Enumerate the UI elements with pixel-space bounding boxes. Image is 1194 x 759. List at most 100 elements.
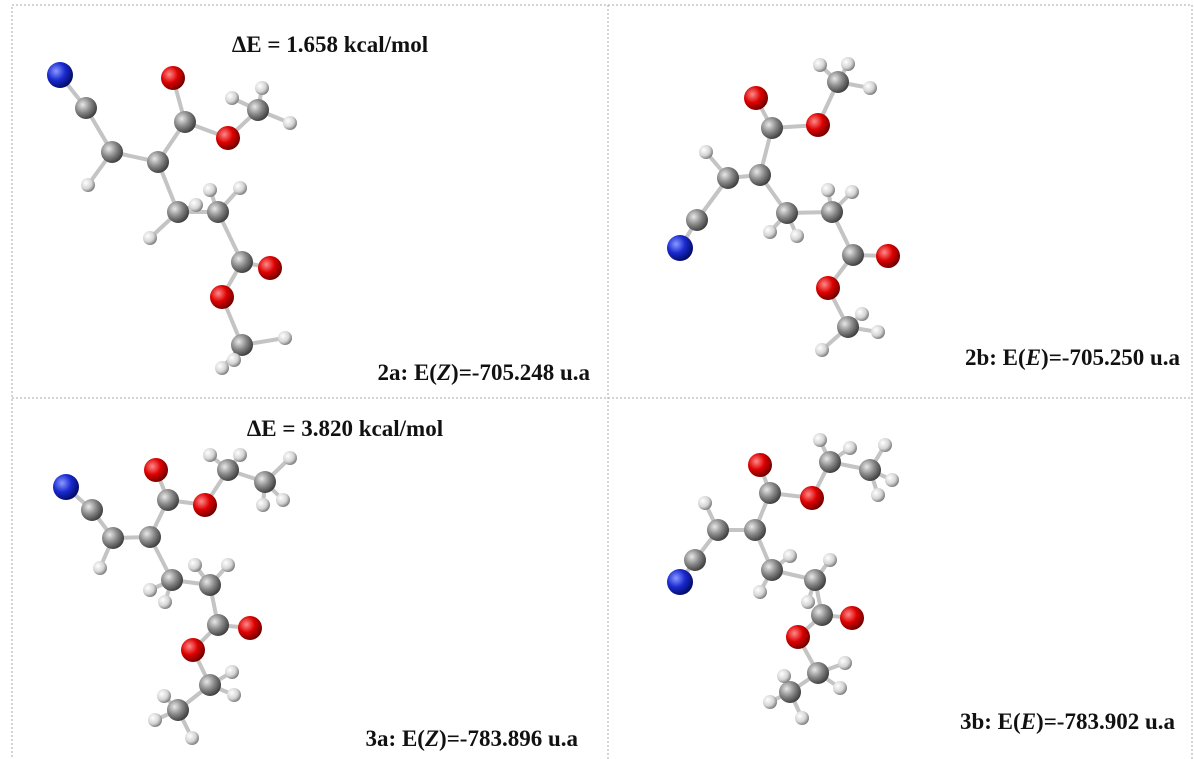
atom (188, 558, 202, 572)
atom (157, 489, 179, 511)
atom (101, 141, 123, 163)
atom (699, 145, 713, 159)
atom (216, 126, 240, 150)
atom (801, 595, 815, 609)
energy-label: 2a: E(Z)=-705.248 u.a (378, 360, 591, 385)
atom (231, 251, 253, 273)
atom (157, 689, 171, 703)
atom (783, 549, 797, 563)
molecule (53, 448, 297, 745)
atom (816, 276, 840, 300)
molecules (47, 57, 900, 745)
atom (842, 244, 864, 266)
atom (199, 574, 221, 596)
energy-label: 3a: E(Z)=-783.896 u.a (366, 726, 579, 751)
atom (221, 558, 235, 572)
atom (795, 711, 809, 725)
atom (161, 569, 183, 591)
atom (231, 334, 253, 356)
atom (813, 433, 827, 447)
atom (185, 731, 199, 745)
label-part: 3a: E( (366, 726, 425, 751)
atom (189, 198, 203, 212)
label-part: 2b: E( (965, 345, 1026, 370)
atom (283, 451, 297, 465)
molecule (667, 57, 900, 357)
atom (763, 225, 777, 239)
atom (203, 448, 217, 462)
atom (744, 86, 768, 110)
label-part: )=-783.896 u.a (439, 726, 578, 751)
atom (81, 178, 95, 192)
atom (753, 585, 767, 599)
atom (255, 81, 269, 95)
atom (233, 448, 247, 462)
atom (225, 665, 239, 679)
atom (744, 519, 766, 541)
atom (827, 71, 849, 93)
atom (147, 151, 169, 173)
atom (833, 681, 847, 695)
atom (821, 183, 835, 197)
atom (217, 459, 239, 481)
atom (855, 307, 869, 321)
atom (806, 113, 830, 137)
atom (707, 519, 729, 541)
isomer: Z (424, 726, 439, 751)
energy-label: 3b: E(E)=-783.902 u.a (960, 709, 1176, 734)
isomer: Z (436, 360, 451, 385)
atom (174, 111, 196, 133)
atom (193, 493, 217, 517)
atom (148, 713, 162, 727)
energy-difference: ΔE = 1.658 kcal/mol (232, 32, 428, 57)
atom (763, 695, 777, 709)
atom (885, 473, 899, 487)
atom (227, 688, 241, 702)
atom (247, 99, 269, 121)
atom (871, 325, 885, 339)
atom (667, 235, 693, 261)
atom (276, 493, 290, 507)
atom (158, 595, 172, 609)
molecule (47, 62, 297, 375)
atom (871, 488, 885, 502)
label-part: )=-783.902 u.a (1036, 709, 1175, 734)
atom (227, 353, 241, 367)
atom (837, 316, 859, 338)
atom (278, 331, 292, 345)
label-part: 3b: E( (960, 709, 1021, 734)
atom (161, 66, 185, 90)
atom (841, 57, 855, 71)
atom (819, 451, 841, 473)
atom (47, 62, 73, 88)
label-part: )=-705.250 u.a (1041, 345, 1180, 370)
atom (863, 81, 877, 95)
atom (167, 201, 189, 223)
atom (876, 244, 900, 268)
atom (167, 699, 189, 721)
atom (238, 616, 262, 640)
atom (207, 614, 229, 636)
atom (225, 91, 239, 105)
energy-difference: ΔE = 3.820 kcal/mol (247, 416, 443, 441)
atom (210, 285, 234, 309)
atom (807, 662, 829, 684)
atom (93, 561, 107, 575)
atom (776, 202, 798, 224)
atom (717, 167, 739, 189)
atom (53, 474, 79, 500)
atom (790, 229, 804, 243)
atom (233, 181, 247, 195)
atom (761, 117, 783, 139)
figure: ΔE = 1.658 kcal/mol 2a: E(Z)=-705.248 u.… (0, 0, 1194, 759)
atom (800, 486, 824, 510)
atom (686, 209, 708, 231)
atom (139, 526, 161, 548)
atom (181, 638, 205, 662)
atom (199, 674, 221, 696)
atom (749, 164, 771, 186)
atom (254, 471, 276, 493)
atom (786, 625, 810, 649)
atom (843, 441, 857, 455)
atom (821, 201, 843, 223)
